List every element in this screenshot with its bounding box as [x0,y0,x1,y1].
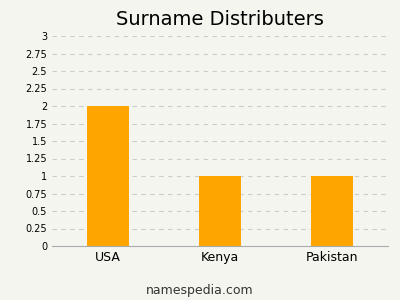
Bar [311,176,353,246]
Bar [199,176,241,246]
Bar [87,106,129,246]
Title: Surname Distributers: Surname Distributers [116,10,324,29]
Text: namespedia.com: namespedia.com [146,284,254,297]
